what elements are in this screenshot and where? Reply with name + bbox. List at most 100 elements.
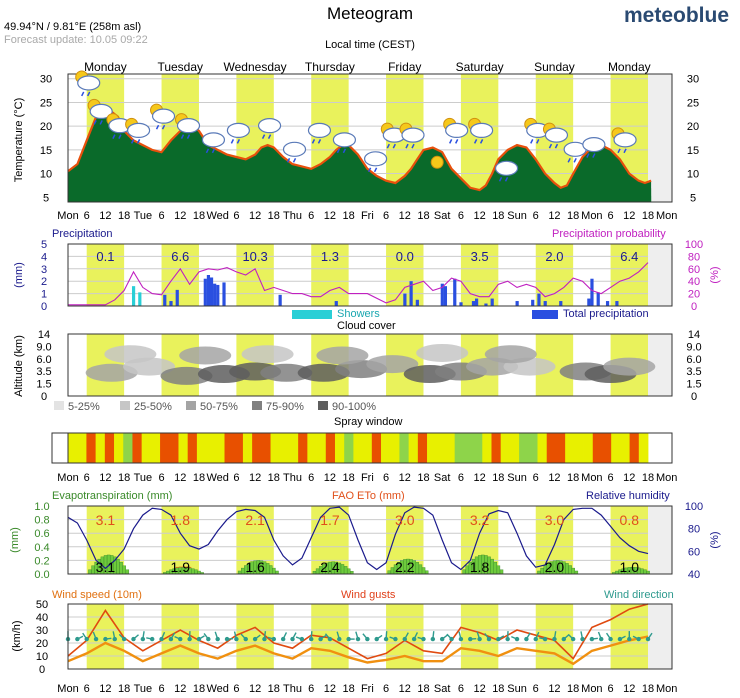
rain-drop-icon (236, 139, 241, 144)
cloud-icon (470, 122, 494, 138)
cloud-legend-swatch (54, 401, 64, 410)
wind-direction-arrow (362, 633, 368, 640)
hour-axis-bottom-label: 18 (492, 683, 504, 695)
rain-drop-icon (261, 134, 266, 139)
hour-axis-top-label: 6 (608, 210, 614, 222)
day-label: Monday (84, 60, 127, 74)
cloud-icon (582, 136, 606, 153)
rain-drop-icon (205, 148, 210, 154)
page-title: Meteogram (327, 4, 413, 23)
evap-tick-left: 1.0 (34, 501, 49, 513)
cloud-legend-swatch (186, 401, 196, 410)
wind-direction-arrow (632, 635, 639, 640)
spray-window-cell (307, 433, 317, 463)
wind-direction-arrow (112, 631, 116, 640)
spray-window-cell (427, 433, 437, 463)
precip-tick-left: 2 (41, 276, 47, 288)
evap-bar (340, 564, 345, 575)
hour-axis-mid-label: Fri (361, 472, 374, 484)
rain-drop-icon (286, 157, 291, 163)
temp-tick-left: 30 (40, 74, 52, 86)
cloud-icon (282, 141, 307, 163)
rain-drop-icon (161, 124, 166, 130)
humidity-tick-right: 40 (688, 569, 700, 581)
forecast-update-label: Forecast update: 10.05 09:22 (4, 34, 148, 46)
legend-showers-swatch (292, 310, 332, 319)
wind-direction-arrow (160, 631, 166, 640)
hour-axis-mid-label: 6 (608, 472, 614, 484)
spray-window-cell (252, 433, 262, 463)
wind-tick-left: 20 (36, 638, 48, 650)
evap-tick-left: 0.4 (34, 542, 49, 554)
day-label: Saturday (456, 60, 504, 74)
fao-bar (185, 566, 189, 568)
wind-direction-arrow (203, 633, 209, 640)
hour-axis-top-label: Thu (283, 210, 302, 222)
cloud-icon (494, 160, 519, 182)
cloud-icon (363, 151, 388, 167)
hour-axis-mid-label: 12 (548, 472, 560, 484)
precip-bar (490, 298, 494, 306)
rain-drop-icon (211, 148, 216, 154)
wind-direction-arrow (118, 633, 125, 640)
rain-drop-icon (392, 143, 396, 149)
spray-window-cell (77, 433, 87, 463)
spray-window-cell (611, 433, 621, 463)
hour-axis-mid-label: 18 (492, 472, 504, 484)
spray-window-cell (233, 433, 244, 463)
brand-logo: meteoblue (624, 4, 730, 27)
rain-drop-icon (448, 139, 453, 144)
hour-axis-mid-label: Tue (134, 472, 153, 484)
evap-bar (125, 569, 130, 575)
evap-bar (265, 563, 270, 575)
precip-bar (169, 301, 173, 306)
wind-frame (67, 603, 673, 670)
spray-window-cell (261, 433, 271, 463)
wind-direction-arrow (320, 634, 327, 640)
spray-window-cell (68, 433, 78, 463)
hour-axis-top-label: 18 (567, 210, 579, 222)
cloud-icon (399, 122, 425, 149)
spray-window-cell (371, 433, 382, 463)
fao-bar (178, 566, 182, 568)
temp-tick-right: 20 (687, 121, 699, 133)
humidity-tick-right: 80 (688, 524, 700, 536)
rain-drop-icon (592, 153, 596, 158)
evap-daily-total: 1.0 (620, 559, 640, 575)
spray-window-cell (325, 433, 336, 463)
spray-window-cell (215, 433, 225, 463)
precip-bar (615, 301, 619, 306)
spray-window-cell (353, 433, 364, 463)
spray-title: Spray window (334, 416, 403, 428)
hour-axis-top-label: Tue (134, 210, 153, 222)
precip-daily-total: 6.6 (171, 249, 189, 264)
spray-window-cell (519, 433, 529, 463)
temp-tick-left: 25 (40, 97, 52, 109)
precip-daylight-band (311, 244, 349, 306)
hour-axis-mid-label: Wed (206, 472, 228, 484)
evap-frame (67, 505, 673, 575)
wind-speed-line (67, 635, 649, 666)
precip-bar (590, 278, 594, 306)
humidity-title: Relative humidity (586, 490, 670, 502)
hour-axis-mid-label: 6 (383, 472, 389, 484)
cloud-tick-left: 6.0 (36, 354, 51, 366)
humidity-tick-right: 100 (685, 501, 703, 513)
temperature-area-layer (68, 109, 652, 202)
hour-axis-top-label: 12 (249, 210, 261, 222)
cloud-legend-swatch (120, 401, 130, 410)
hour-axis-top-label: 18 (193, 210, 205, 222)
wind-direction-dot (309, 636, 314, 642)
rain-drop-icon (186, 134, 191, 139)
evap-bar (390, 567, 395, 575)
cloud-icon (226, 122, 250, 138)
spray-window-cell (574, 433, 584, 463)
evap-bar (465, 565, 469, 575)
cloud-icon (445, 122, 469, 138)
hour-axis-mid-label: 12 (99, 472, 111, 484)
prob-axis-label: (%) (709, 266, 721, 283)
cloud-legend-swatch (318, 401, 328, 410)
spray-window-cell (601, 433, 612, 463)
cloud-icon (125, 117, 151, 144)
evap-bar (241, 567, 245, 575)
